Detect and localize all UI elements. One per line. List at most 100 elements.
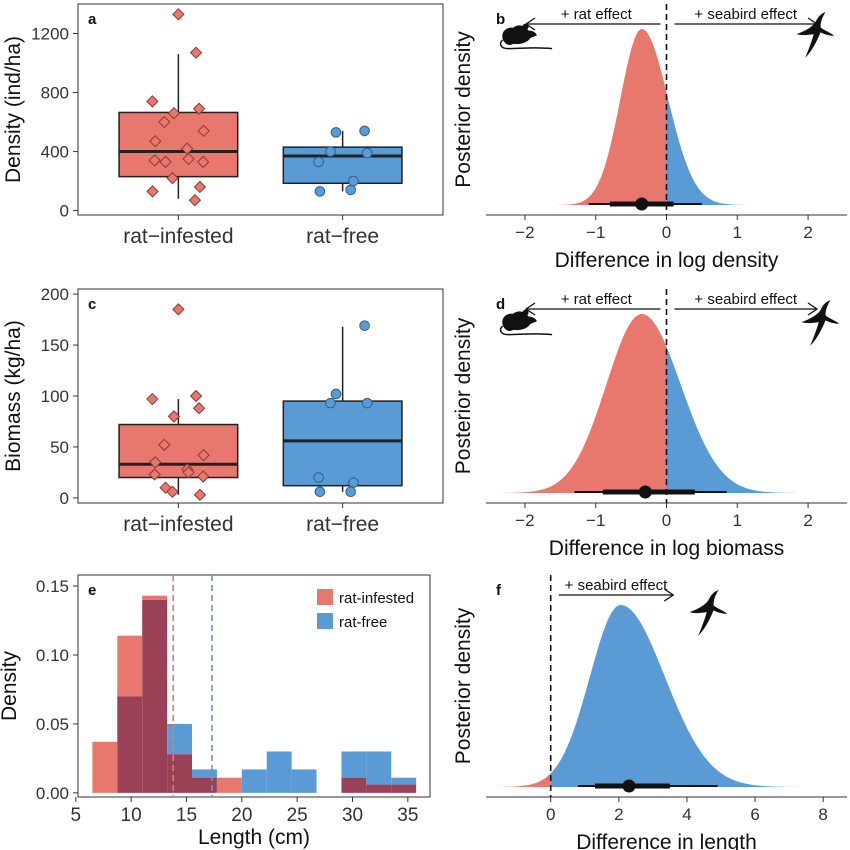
seabird-silhouette-icon bbox=[690, 590, 727, 636]
posterior-point-estimate bbox=[639, 486, 652, 499]
data-point bbox=[194, 181, 205, 192]
legend-swatch bbox=[317, 589, 333, 605]
x-tick-label: −2 bbox=[515, 511, 534, 530]
y-tick-label: 1200 bbox=[31, 25, 69, 44]
histogram-bar-overlap bbox=[391, 785, 416, 793]
x-tick-label: rat−infested bbox=[123, 225, 233, 248]
data-point bbox=[362, 148, 372, 158]
panel-d: −2 −1 0 1 2Posterior densityDifference in lo… bbox=[452, 289, 847, 560]
x-tick-label: 25 bbox=[287, 805, 308, 826]
x-tick-label: rat−free bbox=[306, 225, 379, 248]
density-area-seabird-effect bbox=[667, 92, 791, 205]
y-tick-label: 0.05 bbox=[36, 715, 69, 734]
data-point bbox=[189, 195, 200, 206]
data-point bbox=[346, 487, 356, 497]
x-tick-label: 10 bbox=[121, 805, 142, 826]
data-point bbox=[191, 47, 202, 58]
x-tick-label: 20 bbox=[231, 805, 252, 826]
histogram-bar bbox=[242, 769, 267, 792]
density-area-seabird-effect bbox=[551, 605, 834, 787]
data-point bbox=[147, 186, 158, 197]
histogram-bar-overlap bbox=[341, 778, 366, 793]
x-axis-label: Length (cm) bbox=[198, 826, 310, 849]
histogram-bar bbox=[167, 724, 192, 754]
x-axis-label: Difference in length bbox=[576, 831, 757, 850]
y-tick-label: 0 bbox=[60, 489, 69, 508]
x-tick-label: 15 bbox=[176, 805, 197, 826]
data-point bbox=[173, 304, 184, 315]
y-tick-label: 400 bbox=[41, 143, 69, 162]
data-point bbox=[314, 473, 324, 483]
data-point bbox=[194, 403, 205, 414]
histogram-bar bbox=[92, 742, 117, 793]
data-point bbox=[331, 128, 341, 138]
x-tick-label: 5 bbox=[70, 805, 81, 826]
x-tick-label: 2 bbox=[803, 511, 812, 530]
seabird-effect-label: + seabird effect bbox=[694, 6, 798, 23]
legend-swatch bbox=[317, 613, 333, 629]
seabird-silhouette-icon bbox=[797, 12, 834, 58]
x-tick-label: −1 bbox=[586, 223, 605, 242]
y-tick-label: 50 bbox=[50, 438, 69, 457]
x-tick-label: 0 bbox=[662, 511, 671, 530]
panel-a: 04008001200rat−infested rat−freeDensity (… bbox=[2, 4, 443, 248]
data-point bbox=[349, 478, 359, 488]
histogram-bar-overlap bbox=[117, 696, 142, 793]
histogram-bar bbox=[391, 778, 416, 785]
x-tick-label: 35 bbox=[397, 805, 418, 826]
x-tick-label: 0 bbox=[662, 223, 671, 242]
x-axis-label: Difference in log density bbox=[555, 249, 779, 272]
data-point bbox=[315, 187, 325, 197]
density-area-seabird-effect bbox=[667, 347, 837, 493]
histogram-bar bbox=[142, 596, 167, 600]
data-point bbox=[147, 394, 158, 405]
box-iqr bbox=[119, 425, 238, 478]
density-area-rat-effect bbox=[504, 314, 667, 493]
histogram-bar bbox=[267, 751, 292, 792]
seabird-effect-label: + seabird effect bbox=[565, 577, 669, 594]
data-point bbox=[331, 389, 341, 399]
y-axis-label: Density bbox=[0, 650, 21, 721]
histogram-bar bbox=[292, 769, 317, 792]
x-tick-label: 4 bbox=[682, 805, 691, 824]
data-point bbox=[173, 9, 184, 20]
panel-b: −2 −1 0 1 2 Posterior density Difference in lo… bbox=[452, 4, 847, 272]
panel-label: f bbox=[496, 582, 502, 599]
data-point bbox=[349, 176, 359, 186]
y-tick-label: 0.00 bbox=[36, 784, 69, 803]
box-iqr bbox=[119, 112, 238, 176]
data-point bbox=[326, 398, 336, 408]
x-tick-label: 2 bbox=[614, 805, 623, 824]
histogram-bar bbox=[217, 778, 242, 793]
y-axis-label: Posterior density bbox=[452, 607, 475, 764]
data-point bbox=[147, 96, 158, 107]
data-point bbox=[346, 185, 356, 195]
histogram-bar bbox=[117, 636, 142, 697]
rat-effect-label: + rat effect bbox=[561, 291, 633, 308]
panel-label: a bbox=[88, 11, 97, 28]
posterior-point-estimate bbox=[635, 198, 648, 211]
legend: rat-infestedrat-free bbox=[317, 589, 414, 631]
rat-effect-label: + rat effect bbox=[561, 6, 633, 23]
histogram-bar-overlap bbox=[142, 600, 167, 793]
data-point bbox=[326, 147, 336, 157]
seabird-silhouette-icon bbox=[802, 300, 839, 346]
x-axis-label: Difference in log biomass bbox=[549, 537, 784, 560]
data-point bbox=[360, 126, 370, 136]
y-axis-label: Biomass (kg/ha) bbox=[2, 320, 25, 472]
histogram-bar-overlap bbox=[192, 778, 217, 793]
y-tick-label: 150 bbox=[41, 336, 69, 355]
x-tick-label: 6 bbox=[750, 805, 759, 824]
histogram-bar bbox=[366, 751, 391, 784]
y-tick-label: 100 bbox=[41, 387, 69, 406]
panel-f: 0 2 4 6 8Posterior densityDifference in leng… bbox=[452, 575, 847, 850]
y-tick-label: 0.15 bbox=[36, 577, 69, 596]
y-tick-label: 200 bbox=[41, 285, 69, 304]
y-tick-label: 0 bbox=[60, 202, 69, 221]
panel-label: c bbox=[88, 296, 96, 313]
legend-label: rat-free bbox=[339, 614, 387, 631]
rat-silhouette-icon bbox=[501, 310, 553, 335]
box-iqr bbox=[283, 401, 402, 486]
panel-label: e bbox=[88, 582, 96, 599]
data-point bbox=[315, 487, 325, 497]
